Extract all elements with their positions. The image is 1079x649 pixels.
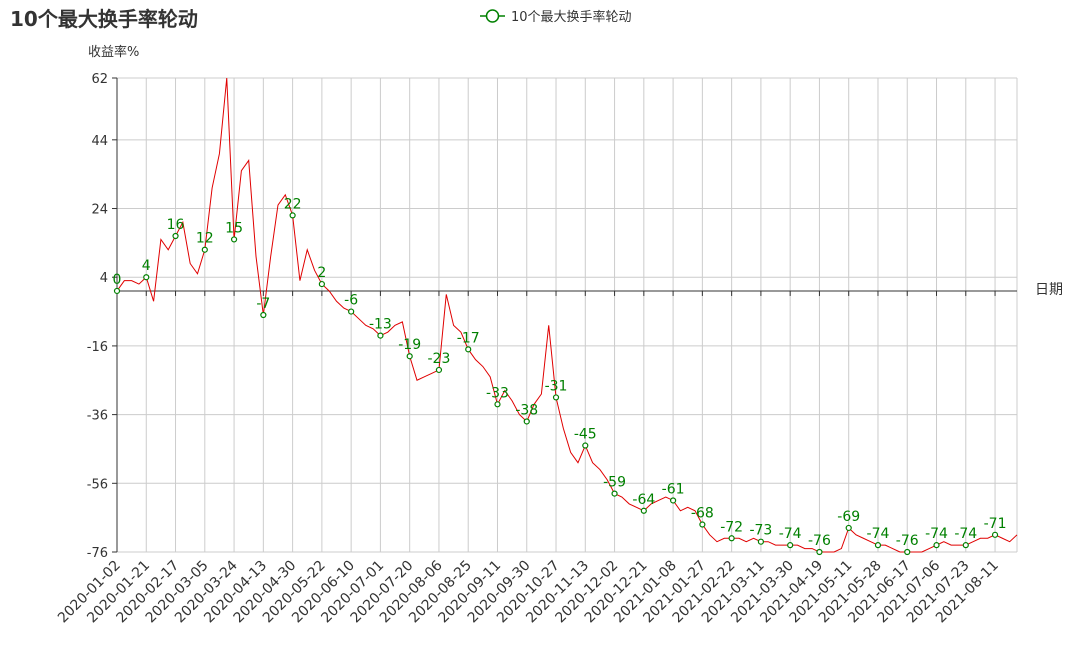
data-label: -68	[691, 506, 714, 522]
data-label: -76	[896, 533, 919, 549]
point-marker	[406, 353, 413, 360]
data-label: 16	[167, 217, 185, 233]
data-label: -64	[632, 492, 655, 508]
data-label: -17	[457, 330, 480, 346]
data-label: -33	[486, 385, 509, 401]
point-marker	[757, 538, 765, 545]
point-marker	[494, 401, 501, 408]
point-marker	[435, 366, 443, 374]
point-marker	[728, 535, 735, 542]
point-marker	[348, 308, 355, 315]
data-label: -61	[662, 481, 685, 497]
series-line	[116, 77, 1018, 553]
point-marker	[582, 442, 589, 449]
point-marker	[640, 507, 647, 514]
y-tick-label: -16	[87, 340, 108, 355]
point-marker	[377, 332, 384, 339]
data-label: -23	[428, 351, 451, 367]
point-marker	[787, 542, 794, 549]
y-tick-label: 4	[100, 271, 108, 286]
data-label: -13	[369, 317, 392, 333]
chart-title: 10个最大换手率轮动	[10, 7, 198, 31]
y-tick-label: 44	[91, 134, 108, 149]
data-label: -76	[808, 533, 831, 549]
point-marker	[816, 548, 823, 556]
data-label: -59	[603, 475, 626, 491]
data-label: -74	[867, 526, 890, 542]
point-marker	[669, 497, 677, 504]
point-marker	[318, 280, 325, 288]
point-marker	[904, 548, 911, 556]
data-label: -69	[837, 509, 860, 525]
y-tick-label: -36	[87, 409, 108, 424]
point-marker	[962, 542, 969, 549]
data-label: -45	[574, 427, 597, 443]
point-marker	[699, 521, 706, 528]
data-label: -71	[984, 516, 1007, 532]
data-label: -74	[779, 526, 802, 542]
point-marker	[172, 232, 179, 240]
point-marker	[465, 346, 472, 353]
data-label: 0	[113, 272, 122, 288]
point-marker	[845, 524, 852, 532]
data-label: 22	[284, 196, 302, 212]
y-tick-label: 24	[91, 203, 108, 218]
y-tick-label: 62	[91, 72, 108, 87]
data-label: -19	[398, 337, 421, 353]
data-label: -72	[720, 519, 743, 535]
data-label: -73	[749, 523, 772, 539]
y-axis-label: 收益率%	[88, 44, 139, 60]
data-label: 4	[142, 258, 151, 274]
point-marker	[991, 531, 999, 538]
data-label: -6	[344, 293, 358, 309]
point-marker	[113, 287, 121, 295]
data-label: 12	[196, 231, 214, 247]
data-label: -7	[256, 296, 270, 312]
x-axis-label: 日期	[1035, 282, 1063, 298]
data-label: 15	[225, 220, 243, 236]
legend-marker	[485, 9, 500, 23]
point-marker	[230, 236, 238, 243]
point-marker	[611, 490, 618, 497]
point-marker	[523, 418, 530, 425]
data-label: -31	[545, 378, 568, 394]
y-tick-label: -56	[87, 477, 108, 492]
legend-label: 10个最大换手率轮动	[511, 9, 632, 25]
data-label: -74	[954, 526, 977, 542]
point-marker	[552, 394, 560, 401]
point-marker	[143, 274, 150, 281]
data-label: -74	[925, 526, 948, 542]
point-marker	[933, 542, 940, 549]
data-label: 2	[317, 265, 326, 281]
y-tick-label: -76	[87, 546, 108, 561]
data-label: -38	[515, 402, 538, 418]
point-marker	[201, 246, 208, 253]
point-marker	[289, 212, 296, 219]
point-marker	[874, 542, 882, 549]
point-marker	[260, 311, 267, 319]
